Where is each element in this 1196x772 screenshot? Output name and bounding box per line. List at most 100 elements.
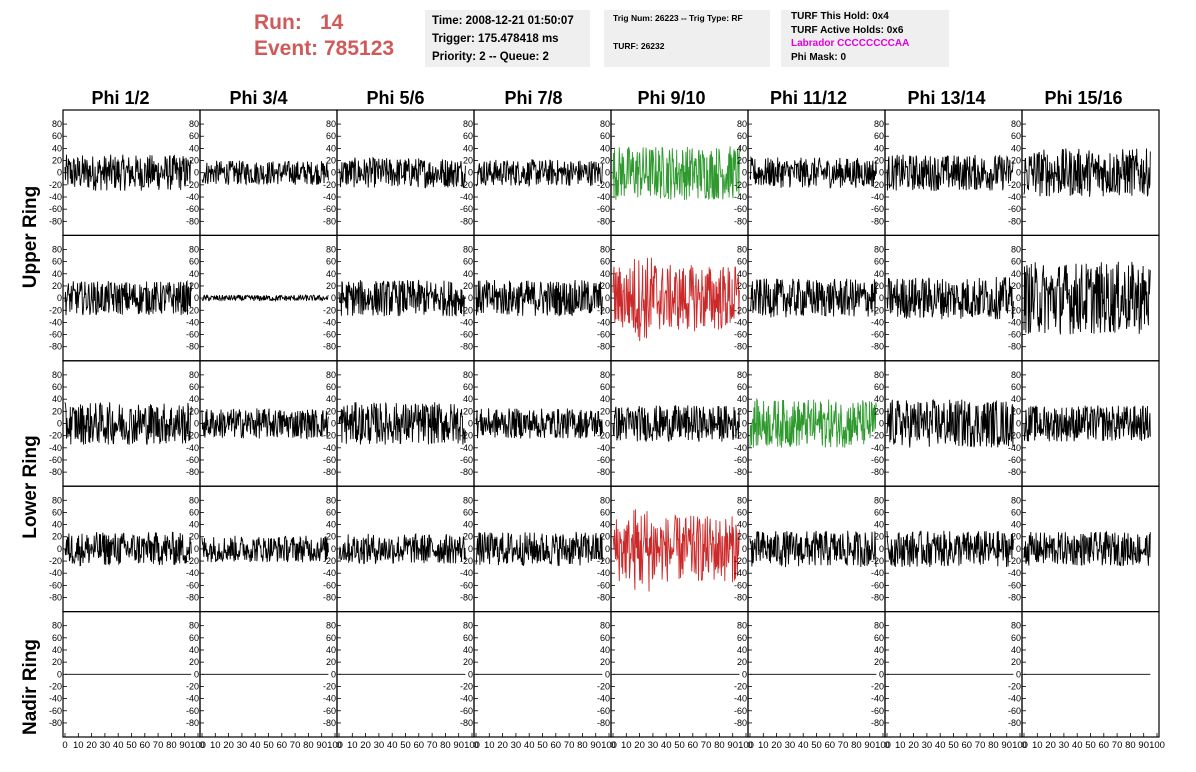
waveform-trace xyxy=(201,160,329,186)
y-tick-label: 20 xyxy=(326,406,336,416)
waveform-trace xyxy=(749,397,877,448)
y-tick-label: -80 xyxy=(871,593,884,603)
x-tick-label: 10 xyxy=(621,740,632,751)
x-tick-label: 0 xyxy=(610,740,615,751)
y-tick-label: -60 xyxy=(49,706,62,716)
y-tick-label: 40 xyxy=(52,269,62,279)
x-tick-label: 50 xyxy=(126,740,137,751)
y-tick-label: -80 xyxy=(871,216,884,226)
run-label: Run: xyxy=(254,11,302,34)
y-tick-label: -40 xyxy=(323,317,336,327)
y-tick-label: -40 xyxy=(734,443,747,453)
y-tick-label: -20 xyxy=(460,556,473,566)
x-tick-label: 90 xyxy=(1138,740,1149,751)
y-tick-label: -40 xyxy=(186,694,199,704)
y-tick-label: -20 xyxy=(186,305,199,315)
y-tick-label: 80 xyxy=(1011,621,1021,631)
y-tick-label: -60 xyxy=(597,706,610,716)
y-tick-label: 0 xyxy=(879,168,884,178)
x-tick-label: 30 xyxy=(1059,740,1070,751)
x-tick-label: 40 xyxy=(798,740,809,751)
x-tick-label: 40 xyxy=(113,740,124,751)
y-tick-label: 80 xyxy=(189,244,199,254)
y-tick-label: 80 xyxy=(737,621,747,631)
x-tick-label: 10 xyxy=(210,740,221,751)
y-tick-label: 20 xyxy=(326,532,336,542)
y-tick-label: -80 xyxy=(49,342,62,352)
x-tick-label: 70 xyxy=(1112,740,1123,751)
y-tick-label: -60 xyxy=(734,204,747,214)
x-tick-label: 90 xyxy=(590,740,601,751)
run-event-header: Run: 14 Event: 785123 xyxy=(254,10,394,62)
y-tick-label: 0 xyxy=(1016,168,1021,178)
y-tick-label: 40 xyxy=(463,645,473,655)
y-tick-label: -40 xyxy=(460,568,473,578)
x-tick-label: 80 xyxy=(1125,740,1136,751)
y-tick-label: -40 xyxy=(460,317,473,327)
phi-column-title-8: Phi 15/16 xyxy=(1044,88,1123,108)
y-tick-label: 20 xyxy=(600,281,610,291)
waveform-trace xyxy=(475,531,603,566)
y-tick-label: 80 xyxy=(52,370,62,380)
y-tick-label: 0 xyxy=(879,293,884,303)
x-tick-label: 80 xyxy=(988,740,999,751)
y-tick-label: -80 xyxy=(734,593,747,603)
y-tick-label: 40 xyxy=(737,143,747,153)
y-tick-label: 20 xyxy=(737,156,747,166)
y-tick-label: -80 xyxy=(1008,718,1021,728)
y-tick-label: -40 xyxy=(49,568,62,578)
y-tick-label: 40 xyxy=(737,269,747,279)
waveform-trace xyxy=(1023,405,1151,442)
x-tick-label: 80 xyxy=(577,740,588,751)
y-tick-label: 0 xyxy=(879,419,884,429)
y-tick-label: -80 xyxy=(734,718,747,728)
y-tick-label: 80 xyxy=(600,119,610,129)
x-tick-label: 50 xyxy=(811,740,822,751)
y-tick-label: 20 xyxy=(1011,532,1021,542)
y-tick-label: 80 xyxy=(874,495,884,505)
x-tick-label: 40 xyxy=(524,740,535,751)
y-tick-label: 20 xyxy=(463,657,473,667)
y-tick-label: 0 xyxy=(57,293,62,303)
y-tick-label: 20 xyxy=(189,532,199,542)
y-tick-label: 0 xyxy=(468,168,473,178)
x-tick-label: 30 xyxy=(648,740,659,751)
x-tick-label: 20 xyxy=(908,740,919,751)
y-tick-label: 20 xyxy=(600,156,610,166)
event-label: Event: xyxy=(254,37,319,60)
y-tick-label: -60 xyxy=(323,455,336,465)
x-tick-label: 20 xyxy=(634,740,645,751)
y-tick-label: -80 xyxy=(323,467,336,477)
y-tick-label: -20 xyxy=(1008,305,1021,315)
y-tick-label: 60 xyxy=(52,257,62,267)
y-tick-label: -60 xyxy=(871,580,884,590)
waveform-trace xyxy=(64,402,192,445)
y-tick-label: 0 xyxy=(194,419,199,429)
y-tick-label: 40 xyxy=(52,645,62,655)
turf-active-holds-text: TURF Active Holds: 0x6 xyxy=(791,24,904,36)
y-tick-label: -40 xyxy=(186,568,199,578)
waveform-trace xyxy=(64,154,192,191)
waveform-trace xyxy=(612,405,740,442)
y-tick-label: 0 xyxy=(194,544,199,554)
y-tick-label: 0 xyxy=(194,168,199,178)
x-tick-label: 20 xyxy=(223,740,234,751)
y-tick-label: -40 xyxy=(871,443,884,453)
x-tick-label: 10 xyxy=(484,740,495,751)
y-tick-label: -80 xyxy=(323,593,336,603)
x-tick-label: 40 xyxy=(250,740,261,751)
y-tick-label: -40 xyxy=(49,443,62,453)
y-tick-label: -80 xyxy=(49,718,62,728)
y-tick-label: 0 xyxy=(879,669,884,679)
y-tick-label: -20 xyxy=(323,305,336,315)
y-tick-label: -40 xyxy=(49,694,62,704)
y-tick-label: -40 xyxy=(871,694,884,704)
y-tick-label: 80 xyxy=(600,621,610,631)
y-tick-label: -80 xyxy=(323,718,336,728)
y-tick-label: -20 xyxy=(597,681,610,691)
waveform-trace xyxy=(612,509,740,592)
phi-column-title-2: Phi 3/4 xyxy=(229,88,288,108)
x-tick-label: 60 xyxy=(962,740,973,751)
x-tick-label: 40 xyxy=(935,740,946,751)
y-tick-label: 40 xyxy=(189,520,199,530)
